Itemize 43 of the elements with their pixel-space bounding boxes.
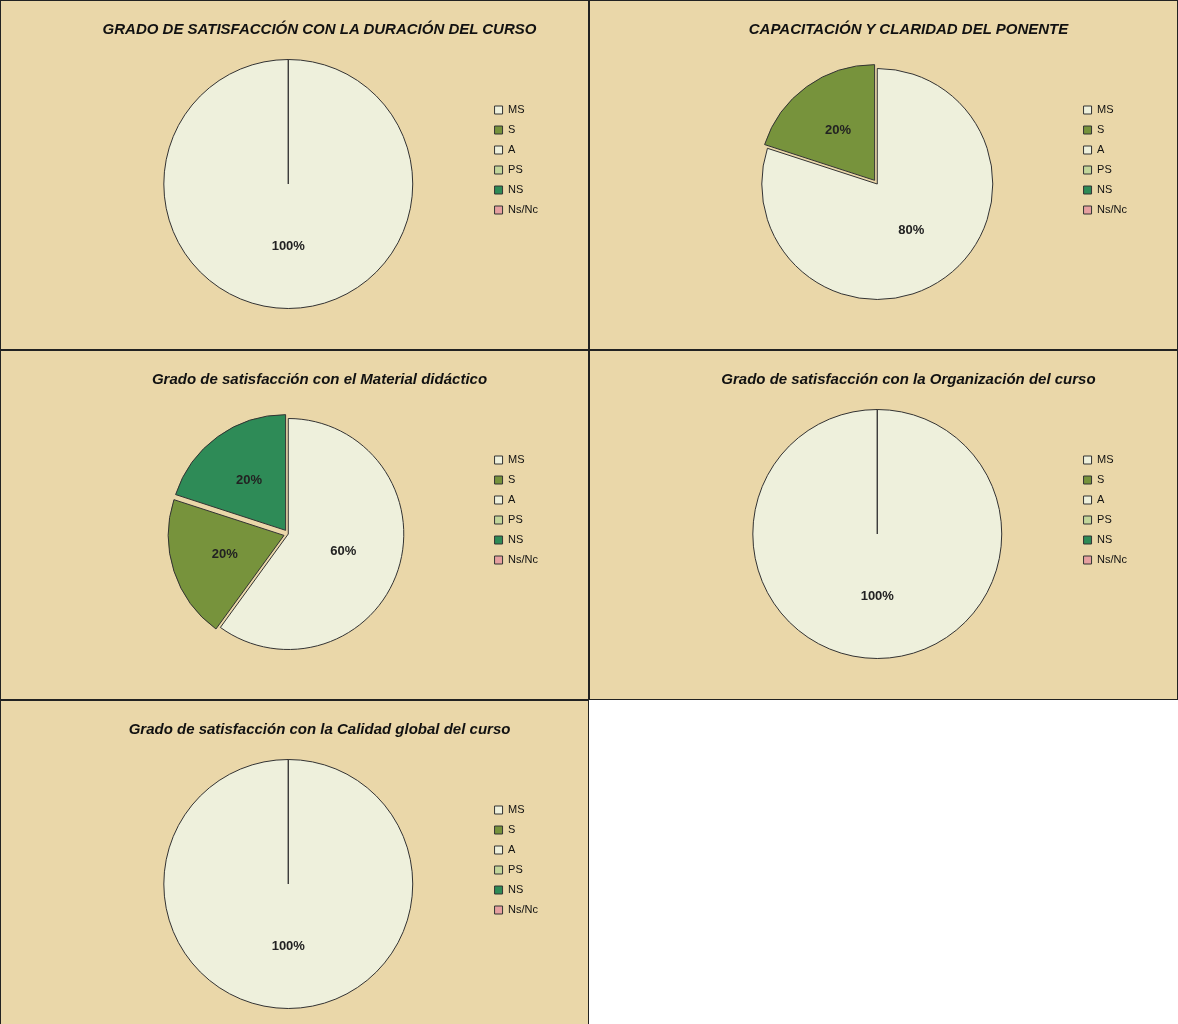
- legend-label: A: [508, 493, 517, 506]
- data-label: 60%: [330, 543, 357, 559]
- legend-label: Ns/Nc: [1097, 553, 1128, 566]
- data-label: 20%: [825, 121, 852, 137]
- legend-label: MS: [508, 803, 525, 816]
- legend-label: Ns/Nc: [508, 553, 539, 566]
- legend-label: NS: [1097, 533, 1113, 546]
- data-label: 80%: [898, 222, 925, 238]
- data-label: 100%: [271, 237, 306, 253]
- legend-label: NS: [1097, 183, 1113, 196]
- legend-label: Ns/Nc: [1097, 203, 1128, 216]
- legend-label: Ns/Nc: [508, 203, 539, 216]
- chart-title: Grado de satisfacción con la Calidad global del curso: [128, 720, 511, 738]
- legend-label: Ns/Nc: [508, 903, 539, 916]
- legend-label: PS: [508, 163, 523, 176]
- chart-title: GRADO DE SATISFACCIÓN CON LA DURACIÓN DEL CURSO: [102, 20, 537, 38]
- legend-label: PS: [508, 513, 523, 526]
- chart-title: Grado de satisfacción con la Organización del curso: [721, 370, 1096, 388]
- chart-title: CAPACITACIÓN Y CLARIDAD DEL PONENTE: [748, 20, 1070, 38]
- chart-title: Grado de satisfacción con el Material didáctico: [151, 370, 488, 388]
- legend-label: A: [1097, 493, 1106, 506]
- legend-label: A: [508, 143, 517, 156]
- data-label: 100%: [860, 587, 895, 603]
- legend-label: NS: [508, 183, 524, 196]
- legend-label: PS: [508, 863, 523, 876]
- legend-label: MS: [508, 453, 525, 466]
- legend-label: MS: [1097, 103, 1114, 116]
- legend-label: MS: [508, 103, 525, 116]
- legend-label: NS: [508, 533, 524, 546]
- legend-label: MS: [1097, 453, 1114, 466]
- legend-label: S: [508, 823, 516, 836]
- legend-label: PS: [1097, 163, 1112, 176]
- legend-label: NS: [508, 883, 524, 896]
- legend-label: S: [508, 473, 516, 486]
- legend-label: A: [508, 843, 517, 856]
- legend-label: S: [1097, 473, 1105, 486]
- legend-label: PS: [1097, 513, 1112, 526]
- data-label: 100%: [271, 937, 306, 953]
- legend-label: A: [1097, 143, 1106, 156]
- data-label: 20%: [236, 471, 263, 487]
- legend-label: S: [1097, 123, 1105, 136]
- legend-label: S: [508, 123, 516, 136]
- data-label: 20%: [211, 546, 239, 562]
